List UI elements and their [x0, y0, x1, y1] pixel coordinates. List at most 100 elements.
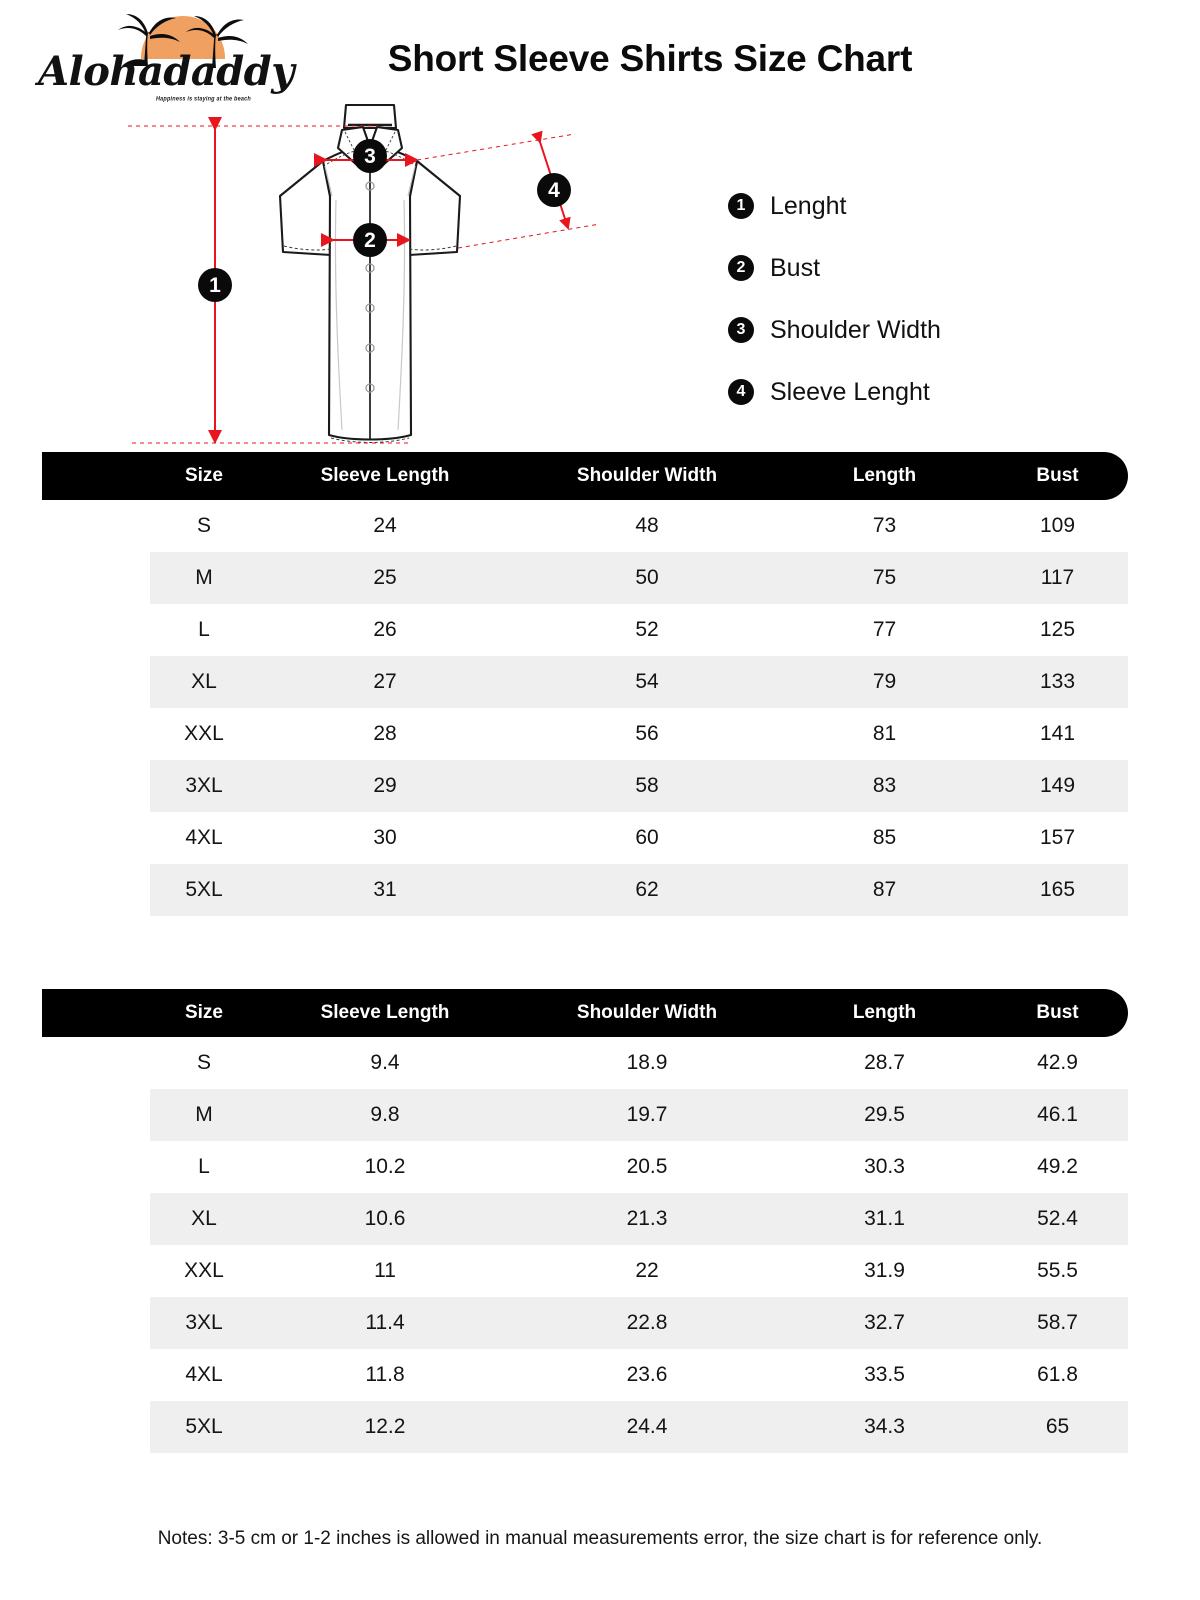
cell-shoulder-width: 18.9: [626, 1051, 668, 1074]
cell-bust: 52.4: [1037, 1207, 1078, 1230]
cell-length: 81: [872, 722, 897, 745]
legend-label-shoulder-width: Shoulder Width: [770, 315, 941, 344]
column-header-size: Size: [184, 1002, 224, 1023]
column-header-shoulder-width: Shoulder Width: [576, 465, 718, 486]
table-row: M 25 50 75 117: [150, 552, 1128, 604]
cell-shoulder-width: 52: [635, 618, 659, 641]
column-header-sleeve-length: Sleeve Length: [320, 1002, 450, 1023]
cell-length: 85: [872, 826, 897, 849]
cell-sleeve-length: 29: [373, 774, 397, 797]
cell-sleeve-length: 27: [373, 670, 397, 693]
cell-length: 30.3: [864, 1155, 905, 1178]
cell-length: 79: [872, 670, 897, 693]
table-body-cm: Size Sleeve Length Shoulder Width Length…: [42, 452, 1128, 916]
cell-length: 31.9: [864, 1259, 905, 1282]
cell-size: 3XL: [185, 1311, 223, 1334]
cell-length: 31.1: [864, 1207, 905, 1230]
cell-size: 3XL: [185, 774, 223, 797]
table-row: 3XL 11.4 22.8 32.7 58.7: [150, 1297, 1128, 1349]
sun-mask: [131, 59, 235, 68]
column-header-size: Size: [184, 465, 224, 486]
cell-sleeve-length: 10.6: [364, 1207, 406, 1230]
page-header: Alohadaddy Happiness is staying at the b…: [0, 0, 1200, 110]
cell-shoulder-width: 20.5: [626, 1155, 668, 1178]
shirt-measurement-diagram: 1 2 3 4: [120, 100, 620, 450]
cell-sleeve-length: 9.8: [370, 1103, 400, 1126]
cell-shoulder-width: 54: [635, 670, 659, 693]
cell-size: 4XL: [185, 826, 223, 849]
cell-sleeve-length: 12.2: [364, 1415, 406, 1438]
legend-label-sleeve-length: Sleeve Lenght: [770, 377, 930, 406]
cell-size: S: [196, 514, 211, 537]
marker-4-icon: 4: [728, 379, 754, 405]
cell-shoulder-width: 50: [635, 566, 659, 589]
cell-sleeve-length: 28: [373, 722, 397, 745]
cell-bust: 149: [1039, 774, 1076, 797]
cell-shoulder-width: 60: [635, 826, 659, 849]
table-row: XXL 28 56 81 141: [150, 708, 1128, 760]
cell-bust: 117: [1040, 566, 1075, 589]
legend-label-bust: Bust: [770, 253, 821, 282]
table-row: 5XL 31 62 87 165: [150, 864, 1128, 916]
legend-item-length: 1 Lenght: [728, 175, 1058, 237]
cell-size: M: [195, 1103, 213, 1126]
cell-bust: 49.2: [1037, 1155, 1078, 1178]
cell-length: 73: [872, 514, 897, 537]
cell-bust: 109: [1039, 514, 1076, 537]
footer-note: Notes: 3-5 cm or 1-2 inches is allowed i…: [157, 1528, 1043, 1549]
cell-bust: 165: [1039, 878, 1076, 901]
cell-sleeve-length: 31: [373, 878, 397, 901]
table-row: 4XL 11.8 23.6 33.5 61.8: [150, 1349, 1128, 1401]
cell-size: S: [196, 1051, 211, 1074]
cell-shoulder-width: 23.6: [626, 1363, 668, 1386]
column-header-length: Length: [852, 1002, 917, 1023]
legend-item-sleeve-length: 4 Sleeve Lenght: [728, 361, 1058, 423]
cell-bust: 141: [1039, 722, 1076, 745]
table-row: 4XL 30 60 85 157: [150, 812, 1128, 864]
cell-shoulder-width: 21.3: [626, 1207, 668, 1230]
column-header-shoulder-width: Shoulder Width: [576, 1002, 718, 1023]
cell-size: 4XL: [185, 1363, 223, 1386]
table-body-inch: Size Sleeve Length Shoulder Width Length…: [42, 989, 1128, 1453]
cell-size: M: [195, 566, 213, 589]
svg-text:3: 3: [364, 145, 376, 168]
cell-sleeve-length: 30: [373, 826, 397, 849]
cell-size: 5XL: [185, 878, 223, 901]
svg-text:1: 1: [209, 274, 221, 297]
table-row: 3XL 29 58 83 149: [150, 760, 1128, 812]
cell-length: 33.5: [864, 1363, 905, 1386]
cell-length: 77: [872, 618, 897, 641]
legend-item-shoulder-width: 3 Shoulder Width: [728, 299, 1058, 361]
cell-sleeve-length: 9.4: [370, 1051, 400, 1074]
marker-1-icon: 1: [728, 193, 754, 219]
cell-shoulder-width: 22.8: [626, 1311, 668, 1334]
cell-size: XXL: [184, 722, 224, 745]
cell-length: 28.7: [864, 1051, 905, 1074]
cell-bust: 61.8: [1037, 1363, 1078, 1386]
table-row: S 24 48 73 109: [150, 500, 1128, 552]
table-row: XL 27 54 79 133: [150, 656, 1128, 708]
cell-bust: 55.5: [1037, 1259, 1078, 1282]
cell-sleeve-length: 25: [373, 566, 397, 589]
cell-bust: 42.9: [1037, 1051, 1078, 1074]
marker-2-icon: 2: [728, 255, 754, 281]
table-row: XL 10.6 21.3 31.1 52.4: [150, 1193, 1128, 1245]
brand-logo: Alohadaddy Happiness is staying at the b…: [36, 12, 294, 104]
column-header-bust: Bust: [1036, 1002, 1079, 1023]
cell-shoulder-width: 56: [635, 722, 659, 745]
marker-3-icon: 3: [728, 317, 754, 343]
table-row: M 9.8 19.7 29.5 46.1: [150, 1089, 1128, 1141]
cell-length: 32.7: [864, 1311, 905, 1334]
cell-length: 29.5: [864, 1103, 905, 1126]
cell-bust: 65: [1045, 1415, 1070, 1438]
cell-size: L: [198, 618, 210, 641]
column-header-bust: Bust: [1036, 465, 1079, 486]
cell-size: XXL: [184, 1259, 224, 1282]
cell-bust: 125: [1039, 618, 1076, 641]
table-header-row: Size Sleeve Length Shoulder Width Length…: [42, 989, 1128, 1037]
svg-text:2: 2: [364, 229, 376, 252]
table-row: L 10.2 20.5 30.3 49.2: [150, 1141, 1128, 1193]
cell-length: 87: [872, 878, 897, 901]
cell-sleeve-length: 11: [374, 1259, 396, 1282]
